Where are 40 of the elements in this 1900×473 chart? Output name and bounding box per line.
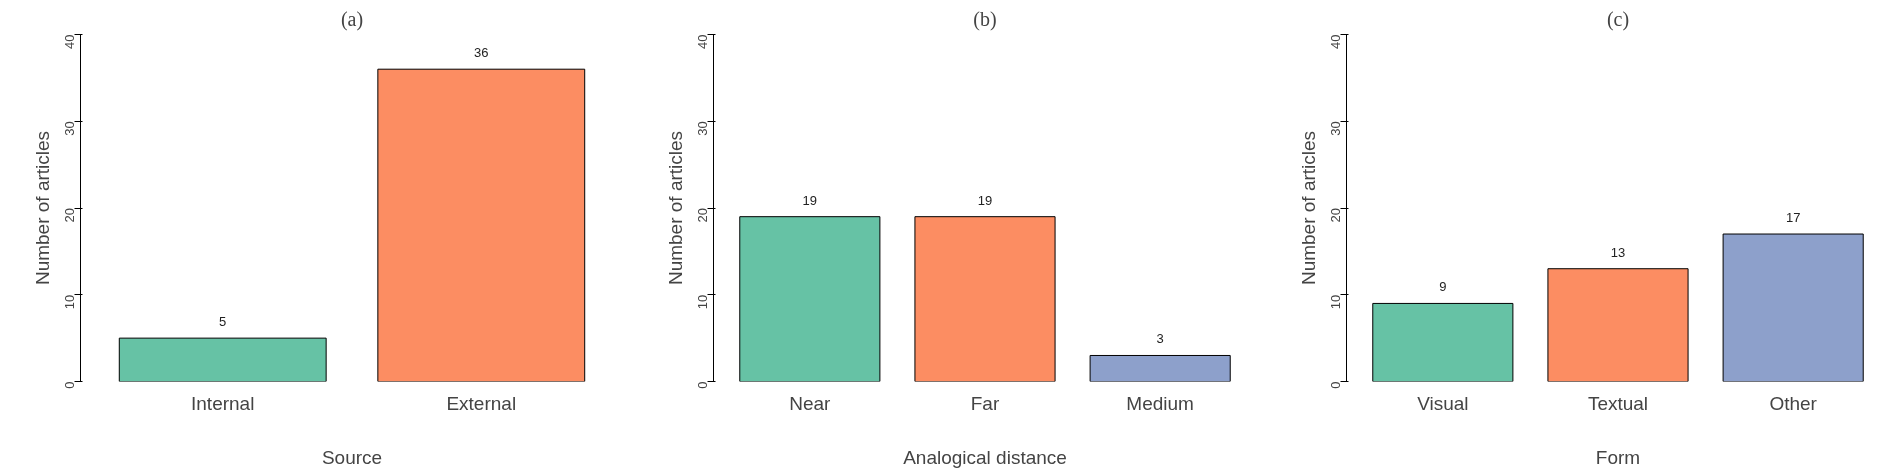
y-tick-label: 40 [1328,34,1343,49]
y-tick-label: 30 [62,121,77,136]
y-tick-label: 30 [695,121,710,136]
y-axis-title: Number of articles [31,130,53,286]
x-tick-label: Medium [1126,392,1194,414]
x-tick-label: Far [970,392,1000,414]
y-tick-label: 0 [62,381,77,389]
chart-title: (a) [340,7,364,31]
x-tick-label: External [446,392,517,414]
y-tick-label: 20 [62,207,77,223]
y-tick-label: 40 [62,34,77,49]
y-tick-label: 10 [1328,294,1343,310]
data-label: 19 [977,192,993,208]
y-axis-title: Number of articles [664,130,686,286]
data-label: 17 [1785,210,1801,226]
x-tick-label: Other [1769,392,1818,414]
x-axis-title: Form [1595,446,1641,468]
y-tick-label: 10 [695,294,710,310]
y-axis-title: Number of articles [1297,130,1319,286]
x-tick-label: Textual [1587,392,1649,414]
x-tick-label: Near [789,392,832,414]
x-axis-title: Analogical distance [903,446,1067,468]
x-tick-label: Internal [191,392,255,414]
y-tick-label: 20 [1328,207,1343,223]
data-label: 5 [219,314,227,330]
y-tick-label: 10 [62,294,77,310]
x-axis-title: Source [321,446,383,468]
chart-title: (b) [973,7,997,31]
y-tick-label: 0 [1328,381,1343,389]
y-tick-label: 0 [695,381,710,389]
data-label: 19 [802,192,818,208]
y-tick-label: 40 [695,34,710,49]
data-label: 13 [1610,244,1626,260]
x-tick-label: Visual [1417,392,1469,414]
y-tick-label: 20 [695,207,710,223]
data-label: 9 [1439,279,1447,295]
data-label: 3 [1156,331,1164,347]
data-label: 36 [474,45,489,61]
chart-title: (c) [1606,7,1630,31]
y-tick-label: 30 [1328,121,1343,136]
